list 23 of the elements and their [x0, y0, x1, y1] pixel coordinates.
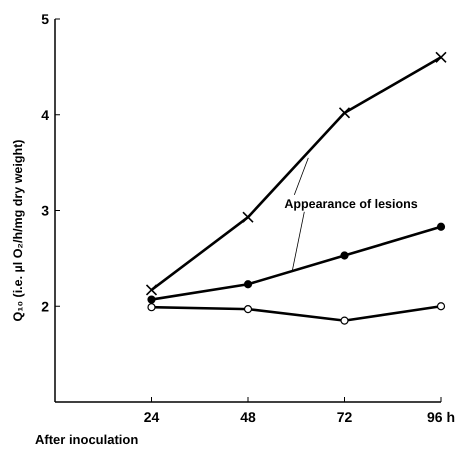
- x-tick-label: 72: [336, 409, 352, 425]
- x-tick-label: 96 h: [426, 409, 456, 425]
- y-tick-label: 5: [41, 11, 50, 27]
- x-tick-label: 24: [144, 409, 160, 425]
- point: [340, 316, 349, 325]
- y-axis-title: Q₁₀ (i.e. µl O₂/h/mg dry weight): [11, 140, 25, 322]
- point: [147, 303, 156, 312]
- point: [242, 211, 254, 224]
- x-tick-label: 48: [240, 409, 256, 425]
- point: [340, 251, 349, 260]
- point: [147, 295, 156, 304]
- point: [436, 302, 446, 310]
- x-axis-title: After inoculation: [35, 432, 138, 447]
- point: [338, 107, 350, 119]
- annotation: Appearance of lesions: [284, 196, 418, 211]
- y-tick-label: 2: [41, 298, 50, 314]
- point: [244, 280, 252, 288]
- y-tick-label: 4: [41, 106, 50, 123]
- point: [244, 305, 252, 314]
- point: [146, 284, 158, 296]
- point: [436, 222, 446, 231]
- point: [435, 52, 447, 64]
- y-tick-label: 3: [41, 202, 50, 218]
